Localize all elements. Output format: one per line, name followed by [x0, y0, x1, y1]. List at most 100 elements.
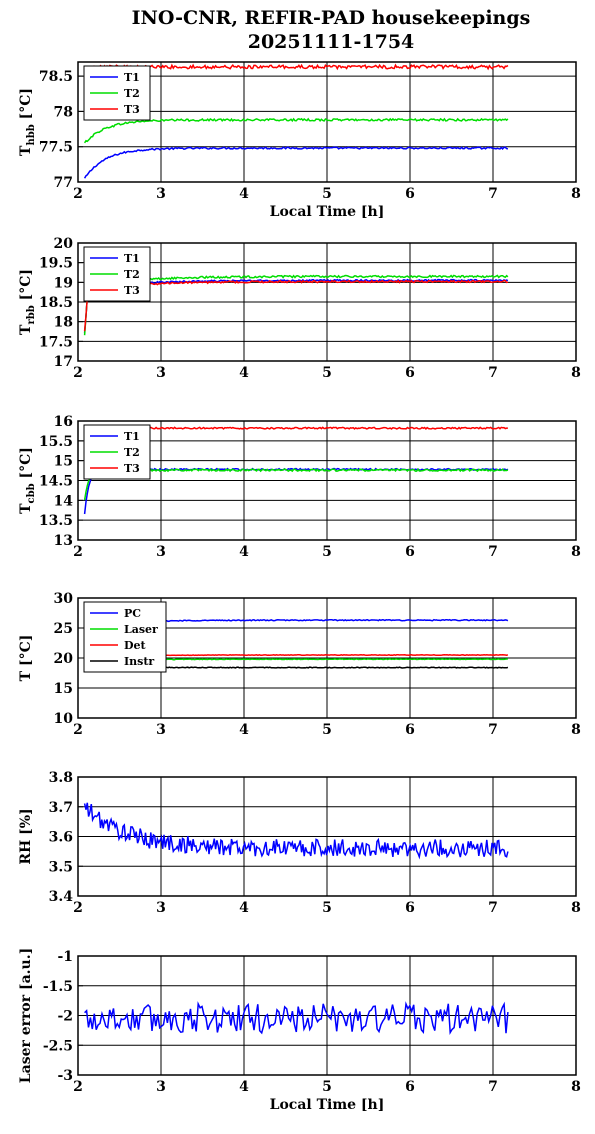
series-line-t1 — [83, 278, 509, 334]
legend: T1 T2 T3 — [83, 246, 151, 302]
x-tick-label: 3 — [156, 186, 166, 202]
y-axis-label: Laser error [a.u.] — [18, 948, 34, 1083]
y-axis-label: Trbb [°C] — [18, 269, 37, 335]
y-axis-label: T [°C] — [18, 635, 34, 682]
legend-label: PC — [124, 607, 141, 620]
series-line-t1 — [83, 467, 509, 515]
y-tick-label: -2 — [57, 1009, 73, 1025]
x-tick-label: 7 — [488, 544, 498, 560]
y-tick-label: 13 — [54, 533, 73, 549]
legend-label: T3 — [124, 103, 140, 116]
y-tick-label: 77 — [54, 175, 73, 191]
y-tick-label: 20 — [54, 236, 74, 252]
x-tick-label: 2 — [73, 186, 83, 202]
x-tick-label: 5 — [322, 900, 332, 916]
y-tick-label: 17.5 — [39, 334, 73, 350]
x-tick-label: 3 — [156, 365, 166, 381]
x-axis-label: Local Time [h] — [270, 1097, 385, 1113]
x-axis-label: Local Time [h] — [270, 204, 385, 220]
x-tick-label: 2 — [73, 365, 83, 381]
x-tick-label: 4 — [239, 365, 249, 381]
x-tick-label: 6 — [405, 365, 415, 381]
series-line-t2 — [83, 117, 509, 144]
y-tick-label: 10 — [54, 711, 74, 727]
y-tick-label: -1 — [57, 949, 73, 965]
y-axis-label: Thbb [°C] — [18, 88, 37, 156]
x-tick-label: 8 — [571, 1079, 581, 1095]
chart-panel-5: 2 3 4 5 6 7 8 3.4 3.5 3.6 3.7 3.8 RH [%] — [18, 770, 581, 916]
x-tick-label: 7 — [488, 900, 498, 916]
series-line-data — [84, 1001, 509, 1036]
y-tick-label: 16 — [54, 414, 73, 430]
series-line-t1 — [83, 146, 509, 179]
y-tick-label: 17 — [54, 354, 73, 370]
x-tick-label: 8 — [571, 365, 581, 381]
x-tick-label: 2 — [73, 1079, 83, 1095]
series-line-t2 — [83, 468, 509, 501]
legend-label: T2 — [124, 446, 140, 459]
y-tick-label: 13.5 — [39, 513, 73, 529]
y-tick-label: 15 — [54, 454, 73, 470]
x-tick-label: 2 — [73, 544, 83, 560]
series-line-data — [83, 802, 509, 860]
legend-label: Laser — [124, 623, 158, 636]
series-line-t3 — [83, 279, 509, 332]
y-tick-label: 14.5 — [39, 474, 73, 490]
legend-label: T3 — [124, 462, 140, 475]
x-tick-label: 4 — [239, 1079, 249, 1095]
x-tick-label: 4 — [239, 900, 249, 916]
x-tick-label: 5 — [322, 544, 332, 560]
legend-label: T1 — [124, 252, 140, 265]
x-tick-label: 5 — [322, 365, 332, 381]
legend: T1 T2 T3 — [83, 65, 151, 121]
x-tick-label: 8 — [571, 900, 581, 916]
x-tick-label: 8 — [571, 186, 581, 202]
series-line-t3 — [84, 426, 508, 430]
y-tick-label: 77.5 — [39, 140, 73, 156]
y-tick-label: 30 — [54, 591, 74, 607]
x-tick-label: 7 — [488, 186, 498, 202]
legend-label: Det — [124, 639, 147, 652]
x-tick-label: 6 — [405, 186, 415, 202]
y-tick-label: 19.5 — [39, 256, 73, 272]
legend: PC Laser Det Instr — [83, 601, 167, 673]
series-line-t2 — [83, 274, 509, 336]
y-tick-label: 18.5 — [39, 295, 73, 311]
x-tick-label: 6 — [405, 544, 415, 560]
y-tick-label: 3.5 — [49, 859, 73, 875]
x-tick-label: 4 — [239, 722, 249, 738]
x-tick-label: 5 — [322, 722, 332, 738]
x-tick-label: 3 — [156, 900, 166, 916]
x-tick-label: 8 — [571, 544, 581, 560]
x-tick-label: 6 — [405, 900, 415, 916]
y-tick-label: 15 — [54, 681, 73, 697]
x-tick-label: 7 — [488, 365, 498, 381]
x-tick-label: 6 — [405, 722, 415, 738]
legend-label: T2 — [124, 268, 140, 281]
y-tick-label: 20 — [54, 651, 74, 667]
chart-panel-4: 2 3 4 5 6 7 8 10 15 20 25 30 T [°C] PC Laser Det Instr — [18, 591, 581, 738]
x-tick-label: 3 — [156, 1079, 166, 1095]
y-tick-label: 19 — [54, 275, 73, 291]
x-tick-label: 3 — [156, 722, 166, 738]
x-tick-label: 7 — [488, 1079, 498, 1095]
y-tick-label: -1.5 — [43, 979, 73, 995]
x-tick-label: 2 — [73, 722, 83, 738]
figure-title-line2: 20251111-1754 — [248, 31, 415, 53]
y-axis-label: RH [%] — [18, 808, 34, 864]
x-tick-label: 5 — [322, 1079, 332, 1095]
y-tick-label: 78 — [54, 104, 73, 120]
legend-label: T3 — [124, 284, 140, 297]
y-tick-label: 3.8 — [49, 770, 73, 786]
legend-label: T2 — [124, 87, 140, 100]
y-tick-label: -2.5 — [43, 1038, 73, 1054]
y-axis-label: Tcbb [°C] — [18, 447, 37, 514]
x-tick-label: 7 — [488, 722, 498, 738]
y-tick-label: 3.4 — [49, 889, 74, 905]
legend: T1 T2 T3 — [83, 424, 151, 480]
chart-panel-6: 2 3 4 5 6 7 8 -3 -2.5 -2 -1.5 -1 Laser error [a.u.] L… — [18, 948, 581, 1113]
x-tick-label: 3 — [156, 544, 166, 560]
